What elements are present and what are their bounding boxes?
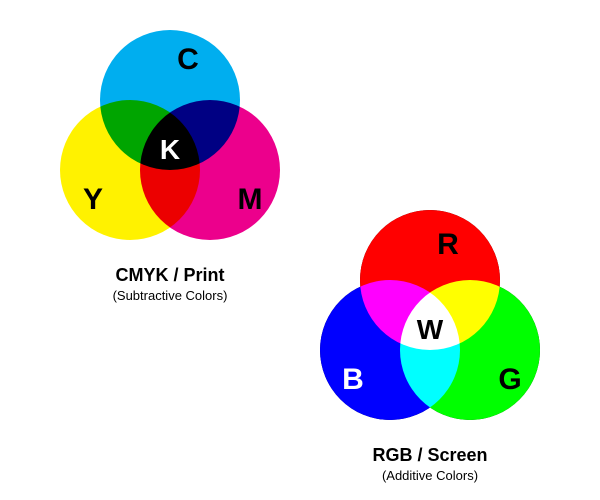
rgb-center-label: W	[417, 316, 443, 344]
rgb-label-green: G	[498, 365, 521, 395]
rgb-label-red: R	[437, 230, 459, 260]
rgb-title: RGB / Screen	[300, 445, 560, 466]
rgb-label-blue: B	[342, 365, 364, 395]
diagram-stage: CMYK CMYK / Print (Subtractive Colors) R…	[0, 0, 600, 500]
rgb-subtitle: (Additive Colors)	[300, 468, 560, 483]
rgb-caption: RGB / Screen (Additive Colors)	[300, 445, 560, 483]
rgb-circle-blue	[320, 280, 460, 420]
